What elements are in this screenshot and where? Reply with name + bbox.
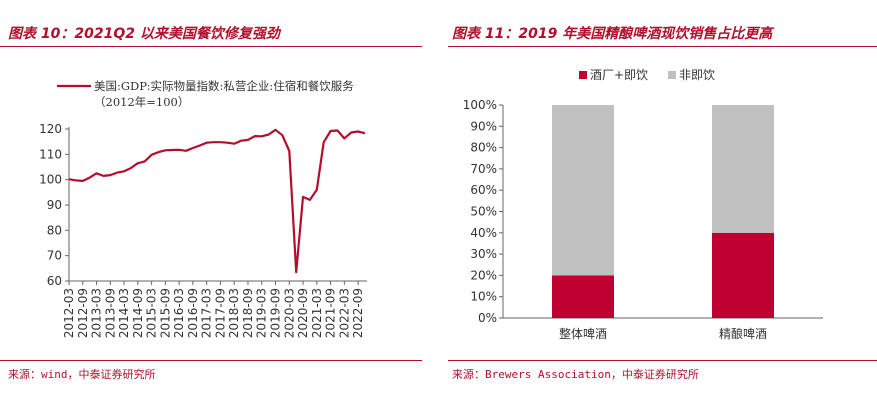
x-tick-label: 2014-09 — [131, 288, 145, 338]
x-tick-label: 2017-03 — [200, 288, 214, 338]
y-tick-label: 70 — [47, 249, 62, 263]
x-tick-label: 2015-03 — [145, 288, 159, 338]
y-tick-label: 100 — [39, 173, 62, 187]
x-tick-label: 2018-09 — [241, 288, 255, 338]
source-note: 来源：Brewers Association，中泰证券研究所 — [452, 368, 699, 381]
y-tick-label: 0% — [478, 311, 497, 325]
x-tick-label: 2021-09 — [324, 288, 338, 338]
y-tick-label: 60 — [47, 274, 62, 288]
y-tick-label: 30% — [470, 247, 497, 261]
legend-label: 酒厂+即饮 — [590, 68, 648, 82]
x-tick-label: 2013-09 — [103, 288, 117, 338]
source-divider — [448, 360, 877, 361]
x-tick-label: 2019-09 — [269, 288, 283, 338]
chart-title: 图表 11：2019 年美国精酿啤酒现饮销售占比更高 — [452, 26, 773, 42]
bar-segment — [552, 275, 614, 318]
left-chart-panel: 图表 10：2021Q2 以来美国餐饮修复强劲 美国:GDP:实际物量指数:私营… — [0, 0, 422, 401]
y-tick-label: 80 — [47, 223, 62, 237]
y-tick-label: 90 — [47, 198, 62, 212]
bar-segment — [712, 105, 774, 233]
x-tick-label: 2021-03 — [310, 288, 324, 338]
x-tick-label: 2020-09 — [296, 288, 310, 338]
x-tick-label: 2020-03 — [282, 288, 296, 338]
y-tick-label: 60% — [470, 183, 497, 197]
legend-swatch — [668, 71, 676, 79]
x-tick-label: 2018-03 — [227, 288, 241, 338]
series-line — [68, 128, 366, 274]
x-tick-label: 2013-03 — [90, 288, 104, 338]
source-note: 来源：wind，中泰证券研究所 — [8, 368, 156, 381]
x-tick-label: 2019-03 — [255, 288, 269, 338]
legend-label: 美国:GDP:实际物量指数:私营企业:住宿和餐饮服务 — [94, 79, 354, 93]
x-tick-label: 2014-03 — [117, 288, 131, 338]
legend-label-unit: （2012年=100） — [94, 95, 189, 109]
x-tick-label: 2015-09 — [158, 288, 172, 338]
y-tick-label: 110 — [39, 147, 62, 161]
x-tick-label: 2017-09 — [213, 288, 227, 338]
x-tick-label: 2022-03 — [337, 288, 351, 338]
legend-swatch — [579, 71, 587, 79]
x-tick-label: 2022-09 — [351, 288, 365, 338]
title-divider — [0, 46, 422, 47]
stacked-bar-chart: 酒厂+即饮 非即饮 0% 10% 20% 30% 40% 50% 60% 70% 80% 90% 100… — [463, 68, 823, 341]
x-tick-label: 2016-09 — [186, 288, 200, 338]
right-chart-panel: 图表 11：2019 年美国精酿啤酒现饮销售占比更高 酒厂+即饮 非即饮 0% 10%… — [448, 0, 877, 401]
x-tick-label: 2012-03 — [62, 288, 76, 338]
source-divider — [0, 360, 422, 361]
y-tick-label: 40% — [470, 226, 497, 240]
title-divider — [448, 46, 877, 47]
y-tick-label: 70% — [470, 162, 497, 176]
chart-title: 图表 10：2021Q2 以来美国餐饮修复强劲 — [8, 26, 280, 42]
x-tick-label: 2016-03 — [172, 288, 186, 338]
y-tick-label: 120 — [39, 122, 62, 136]
line-chart: 美国:GDP:实际物量指数:私营企业:住宿和餐饮服务 （2012年=100） 60 7… — [39, 79, 367, 338]
bar-segment — [552, 105, 614, 276]
bar-segment — [712, 232, 774, 318]
x-category-label: 整体啤酒 — [559, 326, 607, 341]
y-tick-label: 10% — [470, 290, 497, 304]
legend-label: 非即饮 — [679, 68, 715, 82]
y-tick-label: 80% — [470, 141, 497, 155]
x-category-label: 精酿啤酒 — [719, 326, 767, 341]
y-tick-label: 20% — [470, 268, 497, 282]
y-tick-label: 50% — [470, 205, 497, 219]
y-tick-label: 90% — [470, 119, 497, 133]
y-tick-label: 100% — [463, 98, 497, 112]
x-tick-label: 2012-09 — [76, 288, 90, 338]
